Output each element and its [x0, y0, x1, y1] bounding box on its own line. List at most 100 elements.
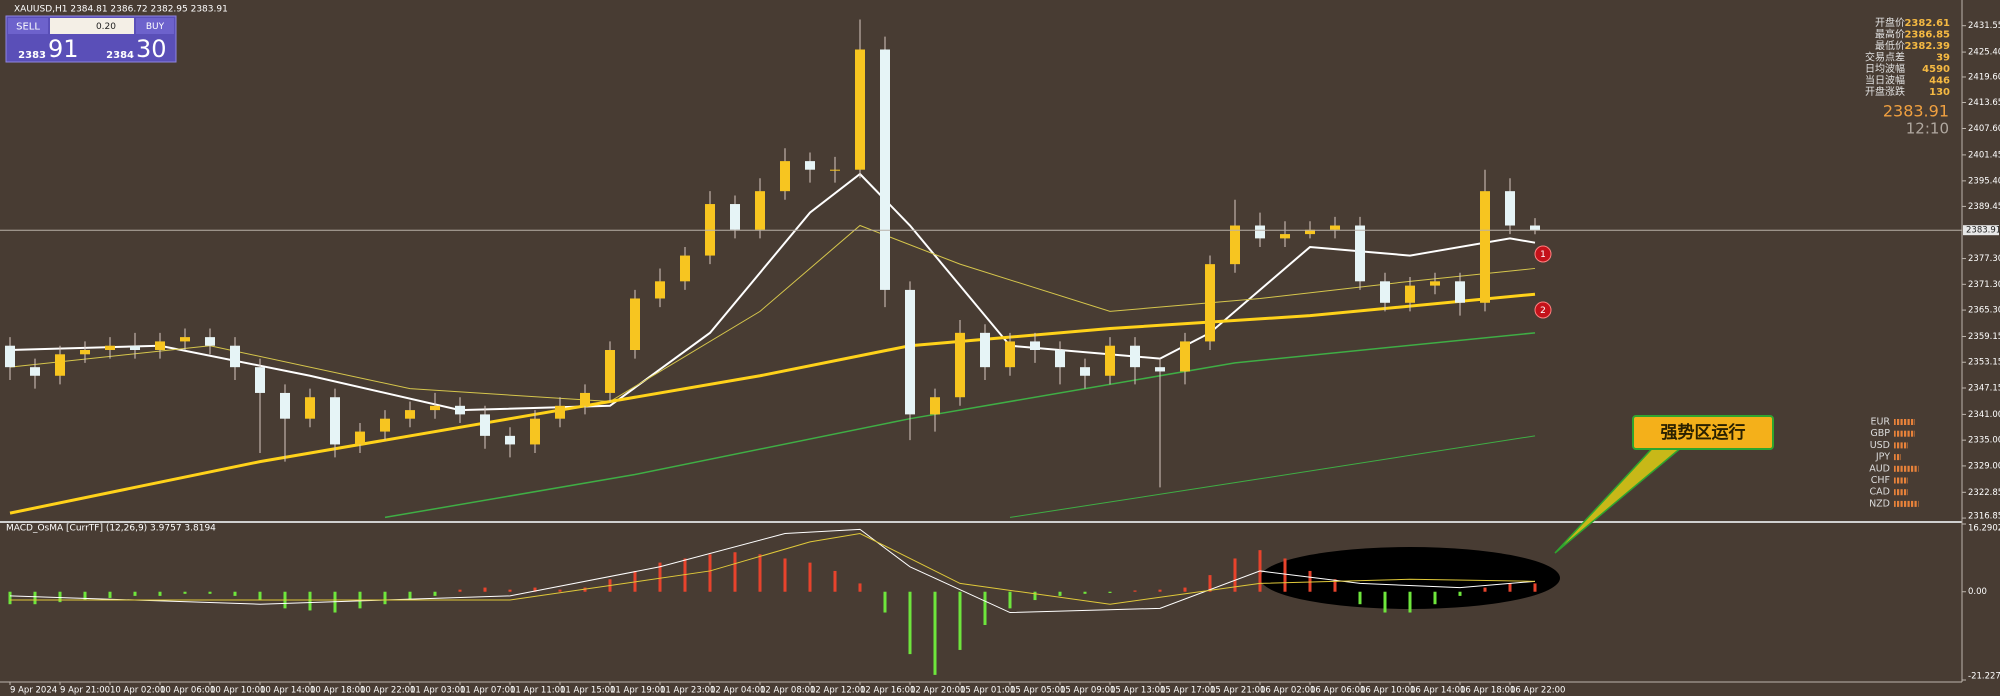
candle-body: [5, 345, 15, 368]
x-tick-label: 16 Apr 06:00: [1310, 686, 1365, 696]
histogram-bar: [1233, 558, 1237, 592]
histogram-bar: [1358, 591, 1362, 605]
x-tick-label: 12 Apr 04:00: [710, 686, 765, 696]
overlay: XAUUSD,H1 2384.81 2386.72 2382.95 2383.9…: [5, 5, 1950, 554]
trade-panel: SELL 0.20 BUY 2383 91 2384 30: [5, 15, 177, 63]
y-tick-label: 2316.85: [1968, 512, 2000, 522]
info-value: 4590: [1922, 64, 1950, 75]
x-tick-label: 15 Apr 05:00: [1010, 686, 1065, 696]
candle-body: [130, 345, 140, 351]
histogram-bar: [683, 558, 687, 592]
candle-body: [605, 350, 615, 393]
annotation-text: 强势区运行: [1661, 422, 1746, 443]
candle-body: [1305, 229, 1315, 235]
symbol-info: XAUUSD,H1 2384.81 2386.72 2382.95 2383.9…: [14, 5, 228, 15]
candle-body: [555, 405, 565, 419]
histogram-bar: [758, 554, 762, 592]
y-tick-label: 2371.30: [1968, 280, 2000, 290]
info-value: 39: [1936, 53, 1950, 64]
y-tick-label: 2389.45: [1968, 202, 2000, 212]
histogram-bar: [833, 570, 837, 592]
candle-body: [55, 354, 65, 376]
x-tick-label: 12 Apr 08:00: [760, 686, 815, 696]
y-tick-label: 2425.40: [1968, 48, 2000, 58]
y-tick-label: 2413.65: [1968, 98, 2000, 108]
candle-body: [80, 350, 90, 355]
histogram-bar: [1483, 587, 1487, 592]
indicator-line: [9, 292, 1536, 515]
y-tick-label: 16.2902: [1968, 524, 2000, 534]
candle-body: [1055, 350, 1065, 368]
candle-body: [1355, 225, 1365, 282]
x-tick-label: 16 Apr 02:00: [1260, 686, 1315, 696]
info-value: 2382.61: [1904, 18, 1950, 29]
candle-body: [255, 367, 265, 393]
histogram-bar: [1433, 591, 1437, 605]
candle-body: [1205, 264, 1215, 342]
strength-bar: [1894, 442, 1908, 449]
y-tick-label: 2347.15: [1968, 383, 2000, 393]
candle-body: [1230, 225, 1240, 265]
candle-body: [630, 298, 640, 351]
histogram-bar: [33, 591, 37, 605]
x-tick-label: 11 Apr 23:00: [660, 686, 715, 696]
histogram-bar: [983, 591, 987, 625]
indicator-line: [9, 224, 1536, 403]
histogram-bar: [958, 591, 962, 650]
histogram-bar: [1108, 591, 1112, 593]
sell-price-small[interactable]: 2383: [18, 50, 46, 61]
buy-price-small[interactable]: 2384: [106, 50, 134, 61]
candle-body: [1280, 234, 1290, 239]
candle-body: [955, 332, 965, 398]
lots-input[interactable]: [50, 18, 134, 34]
histogram-bar: [508, 589, 512, 592]
strength-bar: [1894, 454, 1901, 461]
info-label: 开盘涨跌: [1865, 85, 1905, 98]
candle-body: [355, 431, 365, 445]
histogram-bar: [858, 583, 862, 592]
histogram-bar: [8, 591, 12, 605]
histogram-bar: [883, 591, 887, 613]
y-tick-label: 2365.30: [1968, 306, 2000, 316]
buy-button[interactable]: [136, 18, 174, 34]
histogram-bar: [483, 587, 487, 592]
lots-value[interactable]: 0.20: [96, 22, 116, 32]
candle-body: [180, 337, 190, 342]
marker-2: [1534, 301, 1552, 319]
x-tick-label: 11 Apr 19:00: [610, 686, 665, 696]
histogram-bar: [1083, 591, 1087, 594]
candle-body: [105, 345, 115, 351]
strength-bar: [1894, 465, 1919, 472]
candle-body: [1405, 285, 1415, 303]
candle-body: [730, 204, 740, 230]
buy-price-big[interactable]: 30: [136, 35, 167, 63]
candle-body: [680, 255, 690, 282]
highlight-ellipse: [1260, 547, 1560, 609]
x-tick-label: 15 Apr 21:00: [1210, 686, 1265, 696]
x-tick-label: 10 Apr 06:00: [160, 686, 215, 696]
sell-button[interactable]: [8, 18, 48, 34]
candle-body: [905, 289, 915, 415]
sell-label[interactable]: SELL: [16, 22, 40, 33]
histogram-bar: [383, 591, 387, 605]
currency-label: EUR: [1870, 417, 1890, 428]
candle-body: [405, 410, 415, 419]
strength-bar: [1894, 489, 1908, 496]
histogram-bar: [433, 591, 437, 596]
x-tick-label: 16 Apr 18:00: [1460, 686, 1515, 696]
sell-price-big[interactable]: 91: [48, 35, 79, 63]
histogram-bar: [908, 591, 912, 655]
buy-label[interactable]: BUY: [146, 22, 165, 32]
info-label: 最低价: [1875, 39, 1905, 52]
y-tick-label: 2407.60: [1968, 124, 2000, 134]
y-tick-label: 2353.15: [1968, 358, 2000, 368]
info-label: 交易点差: [1865, 51, 1905, 64]
currency-label: JPY: [1875, 452, 1890, 463]
candle-body: [1180, 341, 1190, 372]
candle-body: [930, 397, 940, 415]
histogram-bar: [108, 591, 112, 598]
histogram-bar: [708, 554, 712, 592]
x-tick-label: 15 Apr 13:00: [1110, 686, 1165, 696]
